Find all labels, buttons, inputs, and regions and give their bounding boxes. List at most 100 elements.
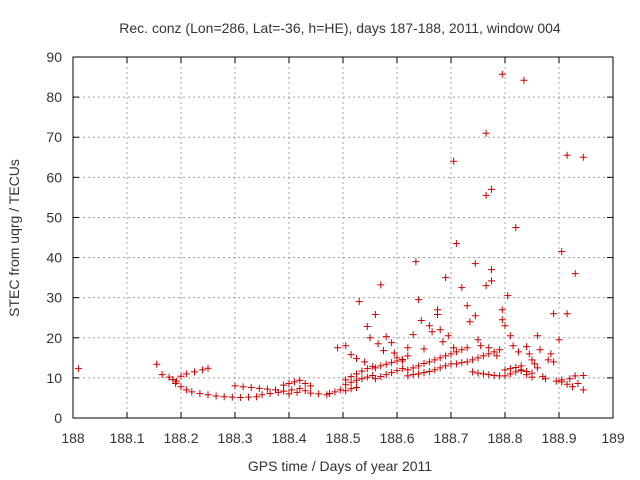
data-point [398,365,406,373]
data-point [255,384,263,392]
data-point [574,380,582,388]
data-point [236,394,244,402]
data-point [404,366,412,374]
data-point [177,372,185,380]
data-point [542,375,549,383]
data-point [444,332,452,340]
data-point [493,352,501,360]
data-point [450,157,458,165]
data-point [334,344,342,352]
data-point [301,380,309,388]
y-tick-label: 60 [46,169,62,185]
data-point [307,382,315,390]
data-point [547,350,555,358]
data-point [525,350,533,358]
y-tick-label: 40 [46,250,62,266]
data-point [296,376,304,384]
data-point [336,386,344,394]
data-point [253,393,261,401]
data-point [409,364,417,372]
data-point [563,151,571,159]
x-tick-label: 188.4 [271,430,306,446]
data-point [390,349,398,357]
data-point [571,372,579,380]
data-point [450,344,458,352]
data-point [169,375,177,383]
data-point [220,393,228,401]
data-point [380,347,387,355]
data-point [509,342,517,350]
y-axis-ticks: 0 10 20 30 40 50 60 70 80 90 [46,49,613,426]
data-point [342,387,350,395]
data-point [528,373,536,381]
chart-title: Rec. conz (Lon=286, Lat=-36, h=HE), days… [119,20,561,36]
data-point [417,317,425,325]
data-point [558,248,566,256]
data-point [490,348,498,356]
data-point [199,366,207,374]
data-point [374,340,382,348]
data-point [536,346,544,354]
y-tick-label: 0 [54,410,62,426]
data-point [501,322,509,330]
data-point [263,385,271,393]
x-tick-label: 188.9 [541,430,576,446]
data-point [247,384,255,392]
data-point [153,360,161,368]
data-point [563,310,571,318]
data-point [471,260,479,268]
data-point [347,378,355,386]
data-point [363,373,371,381]
data-point [506,370,514,378]
data-point [239,383,247,391]
data-point [326,390,333,398]
data-point [498,316,506,324]
data-point [382,360,390,368]
data-point [477,342,485,350]
data-point [474,336,482,344]
data-point [488,185,495,193]
x-axis-label: GPS time / Days of year 2011 [248,458,432,474]
data-point [520,76,528,84]
data-point [501,366,509,374]
grid-lines [73,57,613,418]
data-point [366,334,374,342]
data-point [382,371,390,379]
data-point [245,393,252,401]
x-tick-label: 188.8 [487,430,522,446]
data-point [579,371,587,379]
data-point [458,359,466,367]
data-point [501,372,509,380]
data-point [425,322,433,330]
data-point [353,370,360,378]
data-point [482,129,490,137]
data-point [353,355,360,363]
data-point [353,376,360,384]
data-point [571,270,579,278]
data-point [158,371,166,379]
data-point [377,281,385,289]
x-tick-label: 188.7 [433,430,468,446]
data-point [412,258,420,266]
data-point [363,323,371,331]
data-point [474,369,482,377]
data-point [196,390,204,398]
data-point [404,352,412,360]
data-point [307,389,315,397]
x-tick-label: 188.5 [325,430,360,446]
data-point [452,348,460,356]
data-point [212,392,220,400]
data-point [458,284,466,292]
data-point [469,368,477,376]
data-point [488,277,495,285]
data-point [393,357,401,365]
data-point [191,368,198,376]
data-point [463,302,471,310]
data-point [528,356,536,364]
data-point [566,375,574,383]
y-axis-label: STEC from uqrg / TECUs [6,159,22,317]
data-point [482,282,490,290]
data-point [512,223,520,231]
x-axis-ticks: 188 188.1 188.2 188.3 188.4 188.5 188.6 188.7 18… [61,57,625,446]
data-point [579,386,587,394]
